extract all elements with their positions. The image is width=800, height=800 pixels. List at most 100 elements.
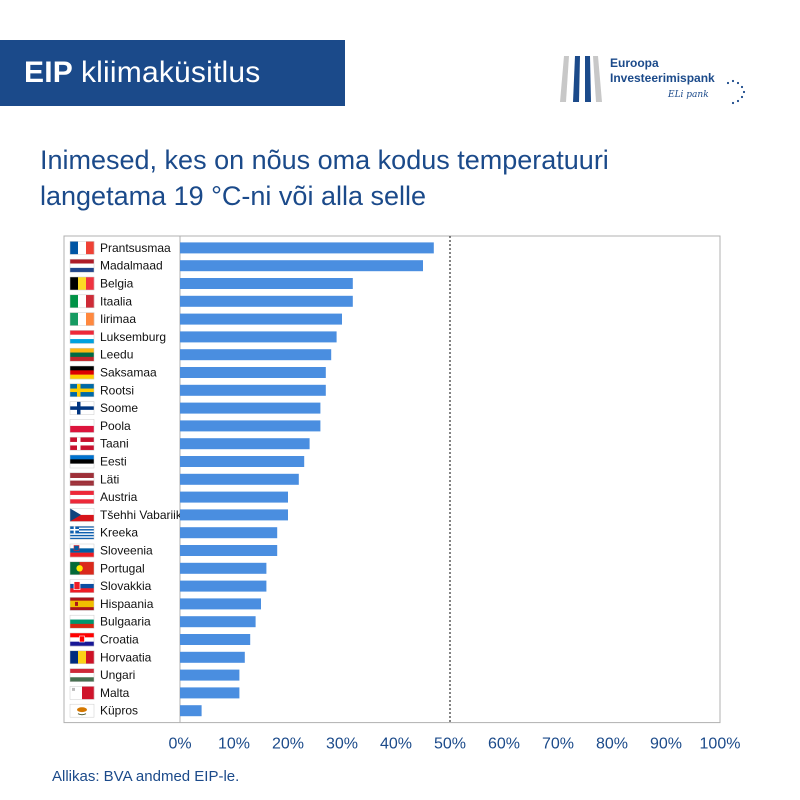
- bar: [180, 420, 321, 432]
- flag-stripe: [86, 277, 95, 290]
- flag-border: [69, 703, 95, 718]
- flag-emblem: [76, 565, 83, 572]
- flag-stripe: [70, 527, 94, 530]
- category-label: Küpros: [100, 704, 138, 718]
- flag-stripe: [70, 623, 94, 629]
- x-tick-label: 10%: [218, 736, 250, 753]
- flag-sweden-icon: [69, 383, 95, 398]
- bar: [180, 473, 299, 485]
- bar: [180, 242, 434, 254]
- flag-emblem: [73, 545, 80, 551]
- flag-emblem: [77, 707, 87, 713]
- flag-emblem: [77, 713, 87, 716]
- flag-stripe: [70, 455, 94, 460]
- x-tick-label: 20%: [272, 736, 304, 753]
- flag-stripe: [70, 490, 94, 496]
- flag-border: [69, 419, 95, 433]
- flag-stripe: [70, 352, 94, 358]
- flag-czech-republic-icon: [69, 508, 95, 522]
- flag-stripe: [70, 533, 94, 536]
- flag-stripe: [70, 686, 83, 700]
- chart-title-line1: Inimesed, kes on nõus oma kodus temperat…: [40, 145, 609, 175]
- category-label: Belgia: [100, 277, 134, 291]
- flag-stripe: [70, 334, 94, 340]
- eu-stars-icon: [726, 79, 746, 105]
- flag-stripe: [70, 459, 94, 464]
- flag-lithuania-icon: [69, 347, 95, 362]
- category-label: Luksemburg: [100, 330, 166, 344]
- flag-stripe: [70, 263, 94, 269]
- flag-croatia-icon: [69, 632, 95, 647]
- flag-stripe: [70, 366, 94, 371]
- flag-stripe: [70, 241, 79, 255]
- eib-logo-line1: Euroopa: [610, 56, 659, 70]
- flag-emblem: [72, 687, 75, 691]
- flag-stripe: [70, 583, 94, 589]
- category-label: Prantsusmaa: [100, 241, 171, 255]
- bar: [180, 278, 353, 289]
- flag-stripe: [70, 536, 94, 538]
- bar: [180, 402, 321, 414]
- category-label: Tšehhi Vabariik: [100, 508, 183, 522]
- bar: [180, 634, 251, 645]
- flag-stripe: [70, 650, 79, 664]
- flag-stripe: [86, 241, 95, 255]
- flag-stripe: [70, 277, 79, 290]
- flag-stripe: [70, 463, 94, 469]
- x-tick-label: 70%: [542, 736, 574, 753]
- x-tick-label: 60%: [488, 736, 520, 753]
- category-label: Bulgaaria: [100, 615, 151, 629]
- flag-stripe: [70, 534, 94, 537]
- bar: [180, 313, 342, 325]
- flag-stripe: [70, 544, 94, 549]
- x-tick-label: 80%: [596, 736, 628, 753]
- eib-logo-line2: Investeerimispank: [610, 71, 715, 85]
- category-label: Austria: [100, 490, 138, 504]
- flag-stripe: [70, 419, 94, 427]
- flag-stripe: [78, 241, 87, 255]
- flag-netherlands-icon: [69, 258, 95, 273]
- flag-stripe: [70, 312, 79, 326]
- flag-border: [69, 632, 95, 647]
- category-label: Läti: [100, 472, 119, 486]
- flag-stripe: [70, 548, 94, 553]
- flag-stripe: [70, 668, 94, 674]
- flag-cross: [70, 388, 94, 393]
- category-label: Madalmaad: [100, 259, 163, 273]
- flag-stripe: [78, 650, 87, 664]
- flag-stripe: [70, 641, 94, 647]
- eib-logo: Euroopa Investeerimispank ELi pank: [556, 52, 756, 112]
- bar: [180, 705, 202, 717]
- x-tick-label: 90%: [650, 736, 682, 753]
- x-tick-label: 50%: [434, 736, 466, 753]
- bar: [180, 562, 267, 574]
- category-label: Ungari: [100, 668, 135, 682]
- flag-band: [70, 600, 94, 608]
- flag-stripe: [70, 514, 94, 522]
- banner-bold-text: EIP: [24, 56, 73, 89]
- bar: [180, 367, 326, 378]
- flag-stripe: [70, 588, 94, 593]
- flag-portugal-icon: [69, 561, 95, 576]
- category-label: Poola: [100, 419, 131, 433]
- flag-stripe: [78, 277, 87, 290]
- flag-bulgaria-icon: [69, 614, 95, 629]
- flag-border: [69, 258, 95, 273]
- flag-finland-icon: [69, 401, 95, 415]
- bar: [180, 509, 288, 521]
- flag-border: [69, 668, 95, 682]
- flag-emblem: [73, 581, 81, 590]
- bar: [180, 669, 240, 681]
- flag-stripe: [70, 499, 94, 504]
- flag-stripe: [70, 508, 94, 516]
- flag-austria-icon: [69, 490, 95, 504]
- flag-luxembourg-icon: [69, 330, 95, 344]
- flag-emblem: [79, 635, 85, 643]
- flag-border: [69, 294, 95, 309]
- flag-cross: [70, 441, 94, 446]
- bar: [180, 527, 278, 539]
- bar: [180, 598, 261, 610]
- flag-stripe: [70, 537, 94, 540]
- flag-border: [69, 614, 95, 629]
